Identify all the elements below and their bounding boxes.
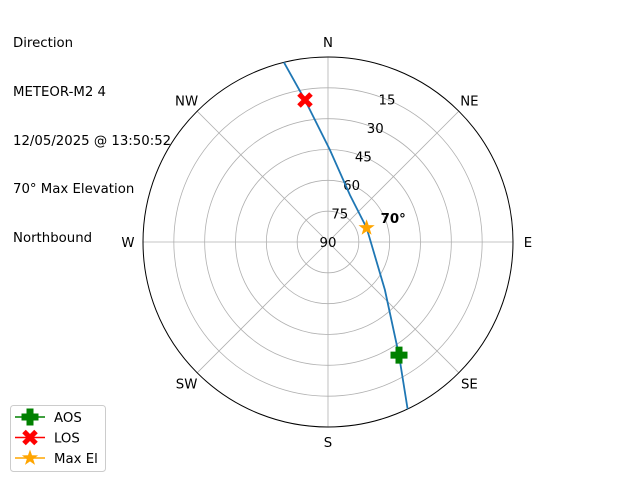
direction-label-s: S — [324, 436, 332, 451]
title-line: Northbound — [13, 230, 93, 246]
grid-ring — [296, 210, 360, 274]
direction-label-se: SE — [461, 377, 478, 392]
legend-label: Max El — [54, 452, 98, 467]
marker-aos — [390, 346, 408, 364]
direction-label-sw: SW — [176, 377, 198, 392]
legend-frame — [10, 405, 106, 472]
chart-title: Direction METEOR-M2 4 12/05/2025 @ 13:50… — [13, 4, 171, 263]
title-line: Direction — [13, 36, 74, 52]
radial-tick-label: 15 — [379, 94, 396, 109]
marker-los — [297, 92, 313, 108]
legend-symbol — [22, 429, 38, 446]
radial-tick-label: 75 — [331, 208, 348, 223]
direction-label-e: E — [524, 236, 532, 251]
legend-symbol — [21, 408, 39, 426]
radial-tick-label: 45 — [355, 151, 372, 166]
pass-track — [283, 61, 409, 410]
title-line: METEOR-M2 4 — [13, 85, 106, 101]
title-line: 70° Max Elevation — [13, 182, 135, 198]
direction-label-nw: NW — [175, 95, 198, 110]
outer-frame — [142, 56, 514, 428]
grid-ring — [173, 87, 483, 397]
legend-label: AOS — [54, 411, 82, 426]
legend-symbol — [21, 449, 39, 465]
radial-tick-label: 30 — [367, 122, 384, 137]
legend-label: LOS — [54, 432, 80, 447]
legend: AOS LOS Max El — [10, 405, 106, 472]
direction-label-w: W — [121, 236, 134, 251]
marker-max-el — [358, 219, 375, 235]
grid-ring — [265, 179, 391, 305]
radial-tick-label: 90 — [320, 236, 337, 251]
grid-ring — [204, 118, 452, 366]
direction-label-ne: NE — [460, 95, 478, 110]
direction-label-n: N — [323, 36, 333, 51]
grid-ring — [235, 149, 421, 335]
max-elevation-annotation: 70° — [381, 212, 406, 227]
title-line: 12/05/2025 @ 13:50:52 — [13, 133, 172, 149]
